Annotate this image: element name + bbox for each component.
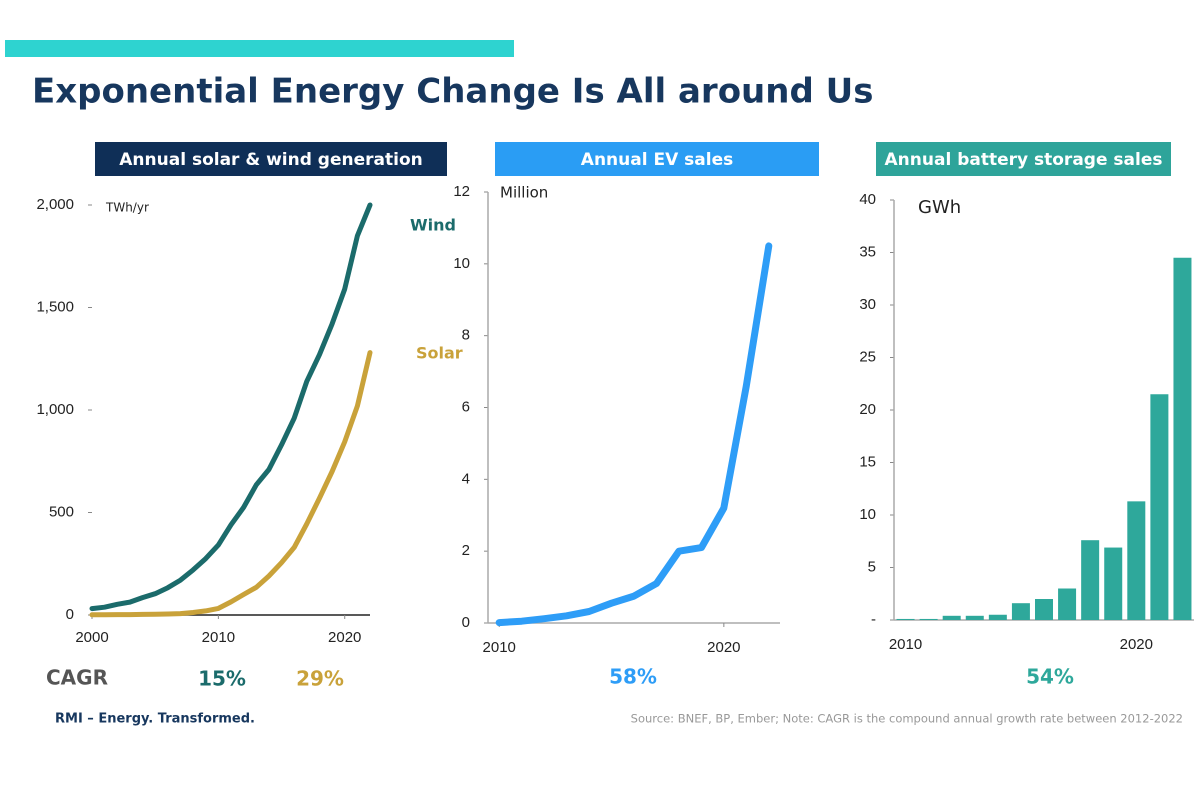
x-tick-label: 2010 [889,636,922,653]
bar [988,614,1007,620]
x-tick-label: 2010 [202,629,235,646]
y-tick-label: 25 [859,348,876,365]
x-tick-label: 2020 [1120,636,1153,653]
bar [1011,603,1030,620]
bar [1104,547,1123,620]
x-tick-label: 2020 [328,629,361,646]
series-line [495,242,773,627]
x-tick-label: 2020 [707,639,740,656]
panel-header [95,142,447,176]
bar [1058,588,1077,620]
series-label: Wind [410,216,456,235]
bar [1035,599,1053,620]
panel-title: Annual solar & wind generation [119,150,422,170]
bar [1081,540,1100,620]
y-tick-label: 1,000 [36,401,74,418]
bar [896,618,915,620]
panel-header [876,142,1171,176]
accent-bar [5,40,514,57]
unit-label: GWh [918,197,961,218]
bar [919,618,938,620]
series-line [89,202,373,612]
slide-title: Exponential Energy Change Is All around … [32,72,873,112]
y-tick-label: 6 [462,398,470,415]
cagr-value: 58% [609,665,657,689]
y-tick-label: 5 [868,558,876,575]
unit-label: Million [500,184,548,202]
cagr-value: 29% [296,667,344,691]
bar [1173,257,1192,620]
cagr-value: 54% [1026,665,1074,689]
panel-title: Annual EV sales [581,150,733,170]
y-tick-label: 30 [859,296,876,313]
y-tick-label: 2,000 [36,196,74,213]
source-note: Source: BNEF, BP, Ember; Note: CAGR is t… [631,712,1183,726]
y-tick-label: 12 [453,183,470,200]
y-tick-label: - [871,611,876,628]
cagr-label: CAGR [46,666,108,690]
unit-label: TWh/yr [105,201,149,215]
x-tick-label: 2010 [483,639,516,656]
y-tick-label: 500 [49,503,74,520]
bar [942,615,961,620]
y-tick-label: 1,500 [36,298,74,315]
series-line [89,350,373,618]
bar [1127,501,1146,620]
y-tick-label: 0 [66,606,74,623]
bar [1150,394,1169,620]
cagr-value: 15% [198,667,246,691]
series-label: Solar [416,344,463,363]
y-tick-label: 2 [462,542,470,559]
panel-title: Annual battery storage sales [885,150,1163,170]
y-tick-label: 20 [859,401,876,418]
y-tick-label: 35 [859,243,876,260]
y-tick-label: 8 [462,327,470,344]
y-tick-label: 4 [462,470,470,487]
x-tick-label: 2000 [75,629,108,646]
y-tick-label: 10 [453,255,470,272]
y-tick-label: 40 [859,191,876,208]
y-tick-label: 0 [462,614,470,631]
y-tick-label: 10 [859,506,876,523]
y-tick-label: 15 [859,453,876,470]
panel-header [495,142,819,176]
footer: RMI – Energy. Transformed. [55,712,255,727]
bar [965,615,984,620]
